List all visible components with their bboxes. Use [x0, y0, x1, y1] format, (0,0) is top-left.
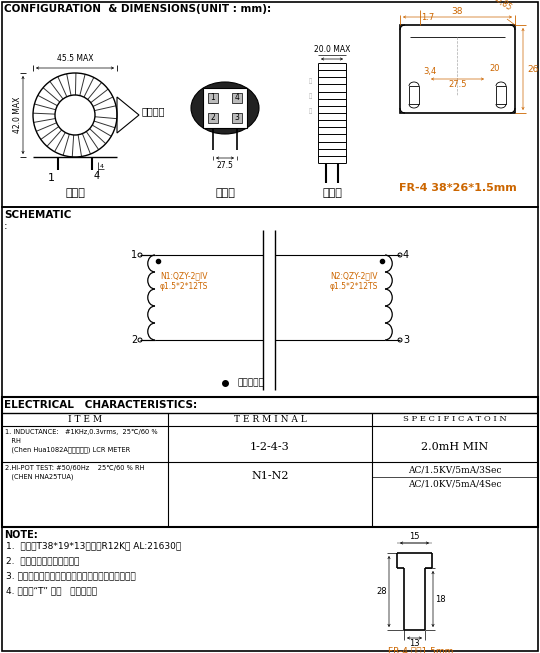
Text: ELECTRICAL   CHARACTERISTICS:: ELECTRICAL CHARACTERISTICS:: [4, 400, 197, 410]
Text: :: :: [4, 221, 8, 231]
Text: 4. 隔板为“T” 型。   （如右图）: 4. 隔板为“T” 型。 （如右图）: [6, 586, 97, 595]
Text: N1:QZY-2级IV: N1:QZY-2级IV: [160, 271, 207, 280]
Text: 4: 4: [403, 250, 409, 260]
Text: AC/1.0KV/5mA/4Sec: AC/1.0KV/5mA/4Sec: [408, 479, 502, 488]
Text: 27.5: 27.5: [448, 80, 467, 89]
Text: 3: 3: [234, 114, 239, 123]
Text: 4: 4: [234, 93, 239, 103]
Text: 13: 13: [409, 639, 420, 648]
Text: 平: 平: [308, 108, 312, 114]
Text: 表示同名端: 表示同名端: [237, 379, 264, 387]
Text: FR-4 38*26*1.5mm: FR-4 38*26*1.5mm: [399, 183, 516, 193]
Text: 1. INDUCTANCE:   #1KHz,0.3vrms,  25℃/60 %: 1. INDUCTANCE: #1KHz,0.3vrms, 25℃/60 %: [5, 429, 158, 435]
Bar: [208, 113, 218, 123]
Text: 长: 长: [308, 93, 312, 99]
Bar: [232, 93, 242, 103]
Text: 3: 3: [403, 335, 409, 345]
Circle shape: [55, 95, 95, 135]
Text: φ1.5*2*12TS: φ1.5*2*12TS: [160, 282, 208, 291]
Text: 1-2-4-3: 1-2-4-3: [250, 442, 290, 452]
Text: RH: RH: [5, 438, 21, 444]
Text: T E R M I N A L: T E R M I N A L: [234, 415, 306, 424]
Bar: [2, 2, 538, 207]
Text: (Chen Hua1082A模拟测试仪) LCR METER: (Chen Hua1082A模拟测试仪) LCR METER: [5, 446, 130, 453]
Bar: [203, 88, 247, 128]
Text: 4: 4: [100, 165, 104, 170]
Text: 1.7: 1.7: [421, 13, 434, 22]
Text: I T E M: I T E M: [68, 415, 102, 424]
Text: 38: 38: [452, 7, 463, 16]
Bar: [2, 527, 538, 651]
Text: 18: 18: [435, 594, 445, 603]
Text: 点胶固定: 点胶固定: [142, 106, 165, 116]
Text: S P E C I F I C A T O I N: S P E C I F I C A T O I N: [403, 415, 507, 423]
Text: SCHEMATIC: SCHEMATIC: [4, 210, 71, 220]
Text: 1: 1: [48, 173, 55, 183]
Text: N1-N2: N1-N2: [251, 471, 289, 481]
Bar: [400, 25, 515, 113]
Bar: [496, 86, 506, 104]
Text: 则视图: 则视图: [322, 188, 342, 198]
Bar: [232, 113, 242, 123]
Bar: [2, 207, 538, 397]
Text: 45.5 MAX: 45.5 MAX: [57, 54, 93, 63]
Text: CONFIGURATION  & DIMENSIONS(UNIT : mm):: CONFIGURATION & DIMENSIONS(UNIT : mm):: [4, 4, 271, 14]
Text: AC/1.5KV/5mA/3Sec: AC/1.5KV/5mA/3Sec: [408, 466, 502, 475]
Text: 1: 1: [131, 250, 137, 260]
Text: 1.  产品为T38*19*13磁环（R12K材 AL:21630）: 1. 产品为T38*19*13磁环（R12K材 AL:21630）: [6, 541, 181, 550]
Text: 15: 15: [409, 532, 420, 541]
Circle shape: [33, 73, 117, 157]
Text: 山: 山: [308, 78, 312, 84]
Text: 2.0mH MIN: 2.0mH MIN: [421, 442, 489, 452]
Text: NOTE:: NOTE:: [4, 530, 38, 540]
Text: 正视图: 正视图: [65, 188, 85, 198]
Bar: [2, 397, 538, 527]
Bar: [208, 93, 218, 103]
Text: N2:QZY-2级IV: N2:QZY-2级IV: [330, 271, 377, 280]
Text: φ1.5*2*12TS: φ1.5*2*12TS: [330, 282, 379, 291]
Text: 26: 26: [527, 65, 538, 74]
Text: 3. 引出线及磁环与底板、隔板与磁环之间点胶固定。: 3. 引出线及磁环与底板、隔板与磁环之间点胶固定。: [6, 571, 136, 580]
Text: FR-4 厅度1.5mm: FR-4 厅度1.5mm: [388, 646, 454, 653]
Text: 3,4: 3,4: [423, 67, 437, 76]
Text: 2.HI-POT TEST: #50/60Hz    25℃/60 % RH: 2.HI-POT TEST: #50/60Hz 25℃/60 % RH: [5, 465, 145, 471]
Text: 27.5: 27.5: [217, 161, 233, 170]
Bar: [409, 86, 419, 104]
Text: 42.0 MAX: 42.0 MAX: [14, 97, 23, 133]
Text: 1: 1: [211, 93, 215, 103]
Text: 28: 28: [376, 587, 387, 596]
Text: R0,85: R0,85: [490, 0, 513, 13]
Text: 20.0 MAX: 20.0 MAX: [314, 45, 350, 54]
Text: 2: 2: [211, 114, 215, 123]
Text: 底视图: 底视图: [215, 188, 235, 198]
Text: 4: 4: [94, 171, 100, 181]
Ellipse shape: [191, 82, 259, 134]
Text: (CHEN HNA25TUA): (CHEN HNA25TUA): [5, 474, 73, 481]
Text: 2.  绕制整齐均匀，不可伤线: 2. 绕制整齐均匀，不可伤线: [6, 556, 79, 565]
Text: 2: 2: [131, 335, 137, 345]
Text: 20: 20: [490, 64, 500, 73]
